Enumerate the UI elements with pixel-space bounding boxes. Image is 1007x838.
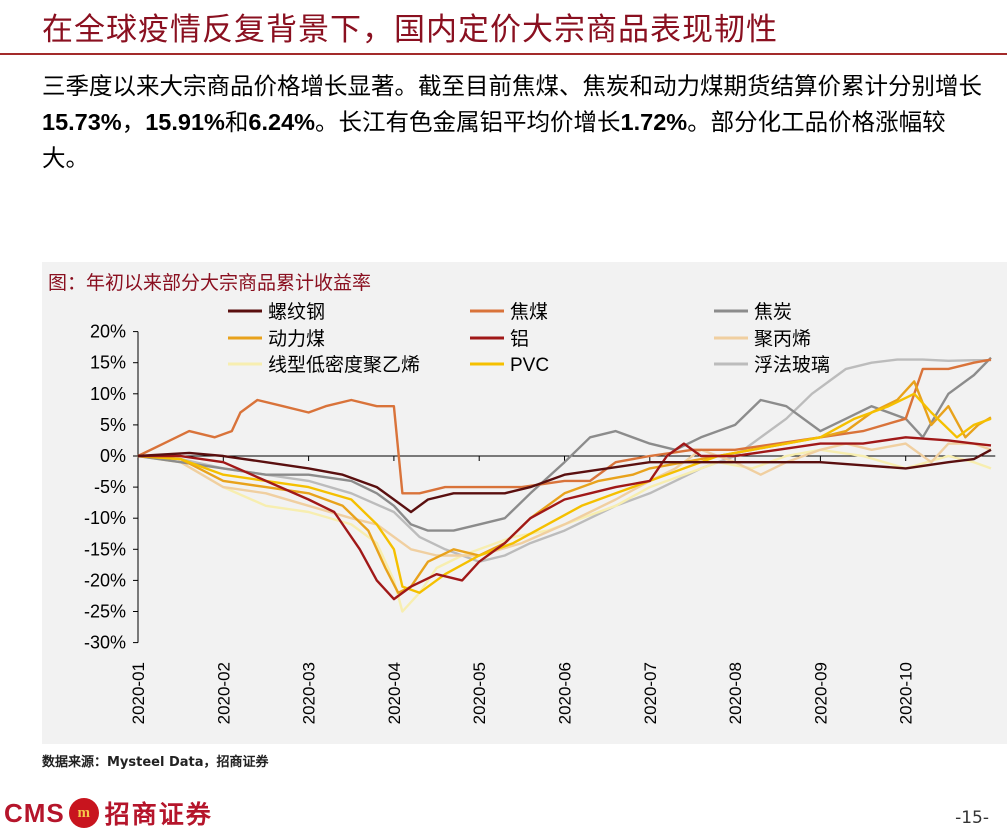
y-tick-label: 5% xyxy=(100,415,126,435)
summary-paragraph: 三季度以来大宗商品价格增长显著。截至目前焦煤、焦炭和动力煤期货结算价累计分别增长… xyxy=(42,68,982,176)
y-tick-label: 15% xyxy=(90,353,126,373)
series-line-coke xyxy=(137,356,992,532)
coke-growth: 15.91% xyxy=(145,109,225,135)
legend-label-lldpe: 线型低密度聚乙烯 xyxy=(268,354,420,376)
data-source: 数据来源：Mysteel Data，招商证券 xyxy=(42,755,269,770)
y-tick-label: 0% xyxy=(100,446,126,466)
series-lines xyxy=(137,356,992,613)
series-line-rebar xyxy=(137,448,992,514)
series-line-coking-coal xyxy=(137,358,992,495)
page-number: -15- xyxy=(955,808,989,828)
y-tick-label: -5% xyxy=(94,477,126,497)
y-tick-label: -15% xyxy=(84,539,126,559)
legend-label-rebar: 螺纹钢 xyxy=(268,301,325,323)
thermal-coal-growth: 6.24% xyxy=(248,109,316,135)
x-tick-label: 2020-08 xyxy=(726,662,745,724)
legend-label-glass: 浮法玻璃 xyxy=(754,354,830,376)
series-line-pvc xyxy=(137,392,992,594)
legend-label-coking-coal: 焦煤 xyxy=(510,301,548,323)
legend-label-aluminum: 铝 xyxy=(510,328,529,350)
logo-cms-text: CMS xyxy=(4,797,65,828)
x-tick-label: 2020-09 xyxy=(811,662,830,724)
legend-label-thermal-coal: 动力煤 xyxy=(268,328,325,350)
legend-label-pvc: PVC xyxy=(510,355,549,376)
title-divider xyxy=(0,53,1007,55)
series-line-thermal-coal xyxy=(137,380,992,594)
legend-label-coke: 焦炭 xyxy=(754,301,792,323)
logo-mark-letter: m xyxy=(77,804,91,821)
company-logo: CMS m 招商证券 xyxy=(4,796,213,830)
summary-sep-1: ， xyxy=(121,108,146,136)
page-title: 在全球疫情反复背景下，国内定价大宗商品表现韧性 xyxy=(42,12,778,48)
logo-cn-text: 招商证券 xyxy=(104,800,213,829)
summary-text-1: 三季度以来大宗商品价格增长显著。截至目前焦煤、焦炭和动力煤期货结算价累计分别增长 xyxy=(42,72,982,100)
summary-text-3: 。部分化工品价格涨幅较大。 xyxy=(42,108,946,172)
series-line-glass xyxy=(137,358,991,563)
chart-title: 图：年初以来部分大宗商品累计收益率 xyxy=(48,272,372,294)
y-tick-label: 20% xyxy=(90,322,126,342)
summary-text-2: 。长江有色金属铝平均价增长 xyxy=(315,108,621,136)
y-tick-label: -30% xyxy=(84,633,126,653)
series-line-aluminum xyxy=(138,436,992,601)
aluminum-growth: 1.72% xyxy=(620,109,688,135)
x-tick-label: 2020-03 xyxy=(300,662,319,724)
x-tick-label: 2020-10 xyxy=(897,662,916,724)
y-tick-label: 10% xyxy=(90,384,126,404)
x-tick-label: 2020-05 xyxy=(470,662,489,724)
chart-panel xyxy=(42,262,1007,744)
logo-mark-icon: m xyxy=(68,798,99,828)
coking-coal-growth: 15.73% xyxy=(42,109,122,135)
x-axis: 2020-01 2020-02 2020-03 2020-04 2020-05 2020-… xyxy=(129,455,996,724)
summary-sep-2: 和 xyxy=(224,108,249,136)
x-tick-label: 2020-02 xyxy=(214,662,233,724)
x-tick-label: 2020-04 xyxy=(385,662,404,724)
x-tick-label: 2020-01 xyxy=(129,662,148,724)
y-tick-label: -10% xyxy=(84,508,126,528)
y-axis: 20% 15% 10% 5% 0% -5% -10% -15% -20% -25% -30% xyxy=(84,322,139,653)
x-tick-label: 2020-07 xyxy=(641,662,660,724)
legend-label-pp: 聚丙烯 xyxy=(754,328,811,350)
y-tick-label: -20% xyxy=(84,570,126,590)
y-tick-label: -25% xyxy=(84,602,126,622)
x-tick-label: 2020-06 xyxy=(556,662,575,724)
